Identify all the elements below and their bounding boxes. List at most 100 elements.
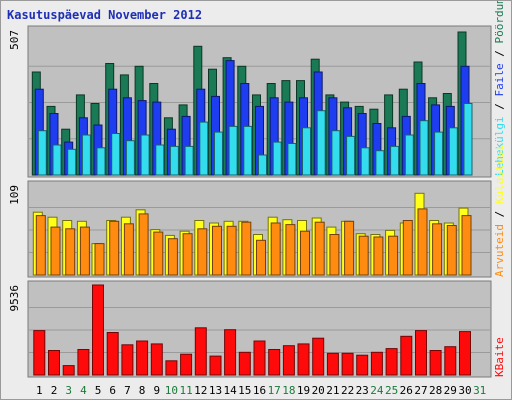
x-tick-day-16: 16 bbox=[253, 384, 266, 397]
bar-bytes-KBaite-23 bbox=[356, 354, 369, 376]
bar-bytes-KBaite-2 bbox=[48, 350, 60, 376]
bar-bytes-KBaite-1 bbox=[33, 330, 46, 376]
bar-bytes-KBaite-24 bbox=[370, 351, 383, 376]
bar-bytes-KBaite-28 bbox=[429, 350, 442, 376]
bar-visits-Lehekülgi-23 bbox=[360, 147, 370, 176]
x-tick-day-4: 4 bbox=[80, 384, 87, 397]
bar-hosts-Arvuteid-9 bbox=[153, 231, 164, 276]
x-tick-day-1: 1 bbox=[36, 384, 43, 397]
bar-visits-Lehekülgi-10 bbox=[169, 145, 179, 176]
legend-visits: Lehekülgi / Faile / Pöördumisi bbox=[493, 1, 506, 176]
legend-entry: / bbox=[493, 97, 506, 117]
bar-hosts-Arvuteid-10 bbox=[167, 238, 178, 276]
y-max-label-bytes: 9536 bbox=[8, 285, 21, 312]
x-tick-day-9: 9 bbox=[153, 384, 160, 397]
legend-hosts: Arvuteid / Külastusi bbox=[493, 145, 506, 277]
bar-bytes-KBaite-10 bbox=[165, 360, 178, 376]
bar-visits-Lehekülgi-19 bbox=[302, 127, 311, 176]
bar-bytes-KBaite-27 bbox=[415, 330, 427, 376]
bar-hosts-Arvuteid-4 bbox=[79, 226, 90, 276]
bar-hosts-Arvuteid-24 bbox=[373, 236, 384, 276]
x-tick-day-10: 10 bbox=[165, 384, 178, 397]
bar-bytes-KBaite-14 bbox=[224, 329, 237, 376]
bar-visits-Lehekülgi-13 bbox=[214, 131, 223, 176]
bar-bytes-KBaite-12 bbox=[194, 327, 207, 376]
x-tick-day-21: 21 bbox=[326, 384, 339, 397]
bar-visits-Lehekülgi-4 bbox=[81, 134, 91, 176]
x-tick-day-25: 25 bbox=[385, 384, 398, 397]
bar-hosts-Arvuteid-25 bbox=[388, 235, 399, 276]
x-tick-day-5: 5 bbox=[95, 384, 102, 397]
bar-bytes-KBaite-13 bbox=[209, 355, 222, 376]
bar-bytes-KBaite-21 bbox=[326, 352, 339, 376]
bar-visits-Lehekülgi-1 bbox=[37, 130, 47, 176]
bar-bytes-KBaite-29 bbox=[444, 346, 457, 376]
bar-bytes-KBaite-30 bbox=[459, 331, 471, 376]
bar-visits-Lehekülgi-25 bbox=[390, 145, 400, 176]
bar-bytes-KBaite-17 bbox=[268, 349, 281, 376]
bar-hosts-Arvuteid-13 bbox=[212, 225, 222, 276]
x-tick-day-14: 14 bbox=[223, 384, 237, 397]
legend-entry: Külastusi bbox=[493, 145, 506, 205]
bar-visits-Lehekülgi-17 bbox=[272, 141, 282, 176]
bar-visits-Lehekülgi-15 bbox=[243, 125, 253, 176]
bar-bytes-KBaite-18 bbox=[282, 345, 295, 376]
x-tick-day-19: 19 bbox=[297, 384, 310, 397]
x-tick-day-24: 24 bbox=[370, 384, 384, 397]
legend-entry: / bbox=[493, 44, 506, 64]
x-tick-day-11: 11 bbox=[179, 384, 192, 397]
bar-visits-Lehekülgi-5 bbox=[96, 147, 106, 176]
bar-hosts-Arvuteid-7 bbox=[123, 223, 134, 276]
bar-hosts-Arvuteid-18 bbox=[285, 224, 296, 276]
bar-visits-Lehekülgi-30 bbox=[463, 103, 473, 176]
bar-bytes-KBaite-9 bbox=[150, 343, 163, 376]
bar-bytes-KBaite-22 bbox=[341, 352, 354, 376]
bar-hosts-Arvuteid-22 bbox=[344, 220, 355, 276]
legend-entry: KBaite bbox=[493, 337, 506, 377]
bar-visits-Lehekülgi-22 bbox=[346, 135, 356, 176]
y-max-label-visits: 507 bbox=[8, 30, 21, 50]
x-tick-day-27: 27 bbox=[414, 384, 427, 397]
x-tick-day-17: 17 bbox=[268, 384, 281, 397]
bar-bytes-KBaite-6 bbox=[106, 332, 119, 376]
x-tick-day-31: 31 bbox=[473, 384, 486, 397]
bar-visits-Lehekülgi-21 bbox=[331, 130, 341, 176]
bar-hosts-Arvuteid-5 bbox=[94, 243, 105, 276]
bar-visits-Lehekülgi-9 bbox=[155, 144, 165, 176]
bar-visits-Lehekülgi-11 bbox=[184, 145, 194, 176]
bar-hosts-Arvuteid-27 bbox=[417, 208, 428, 276]
x-tick-day-3: 3 bbox=[65, 384, 72, 397]
bar-hosts-Arvuteid-14 bbox=[226, 225, 237, 276]
x-tick-day-29: 29 bbox=[444, 384, 457, 397]
legend-entry: / bbox=[493, 204, 506, 224]
bar-visits-Lehekülgi-27 bbox=[419, 120, 429, 176]
x-tick-day-22: 22 bbox=[341, 384, 354, 397]
bar-hosts-Arvuteid-20 bbox=[314, 221, 325, 276]
x-tick-day-13: 13 bbox=[209, 384, 222, 397]
bar-hosts-Arvuteid-8 bbox=[138, 213, 149, 276]
x-tick-day-7: 7 bbox=[124, 384, 131, 397]
bar-visits-Lehekülgi-12 bbox=[199, 121, 209, 176]
x-tick-day-30: 30 bbox=[458, 384, 471, 397]
bar-visits-Lehekülgi-6 bbox=[111, 133, 121, 176]
x-tick-day-18: 18 bbox=[282, 384, 295, 397]
bar-hosts-Arvuteid-21 bbox=[329, 234, 340, 276]
bar-hosts-Arvuteid-28 bbox=[432, 223, 443, 276]
legend-bytes: KBaite bbox=[493, 337, 506, 377]
bar-visits-Lehekülgi-14 bbox=[228, 125, 238, 176]
legend-entry: Faile bbox=[493, 63, 506, 96]
bar-hosts-Arvuteid-3 bbox=[65, 228, 76, 276]
x-tick-day-20: 20 bbox=[312, 384, 325, 397]
bar-visits-Lehekülgi-8 bbox=[140, 134, 150, 176]
bar-bytes-KBaite-8 bbox=[136, 340, 149, 376]
x-tick-day-8: 8 bbox=[139, 384, 146, 397]
bar-visits-Lehekülgi-18 bbox=[287, 143, 297, 176]
x-tick-day-12: 12 bbox=[194, 384, 207, 397]
bar-hosts-Arvuteid-11 bbox=[182, 233, 193, 276]
bar-hosts-Arvuteid-12 bbox=[197, 228, 208, 276]
bar-visits-Lehekülgi-20 bbox=[316, 110, 326, 176]
bar-visits-Lehekülgi-26 bbox=[404, 134, 414, 176]
bar-hosts-Arvuteid-16 bbox=[256, 239, 266, 276]
